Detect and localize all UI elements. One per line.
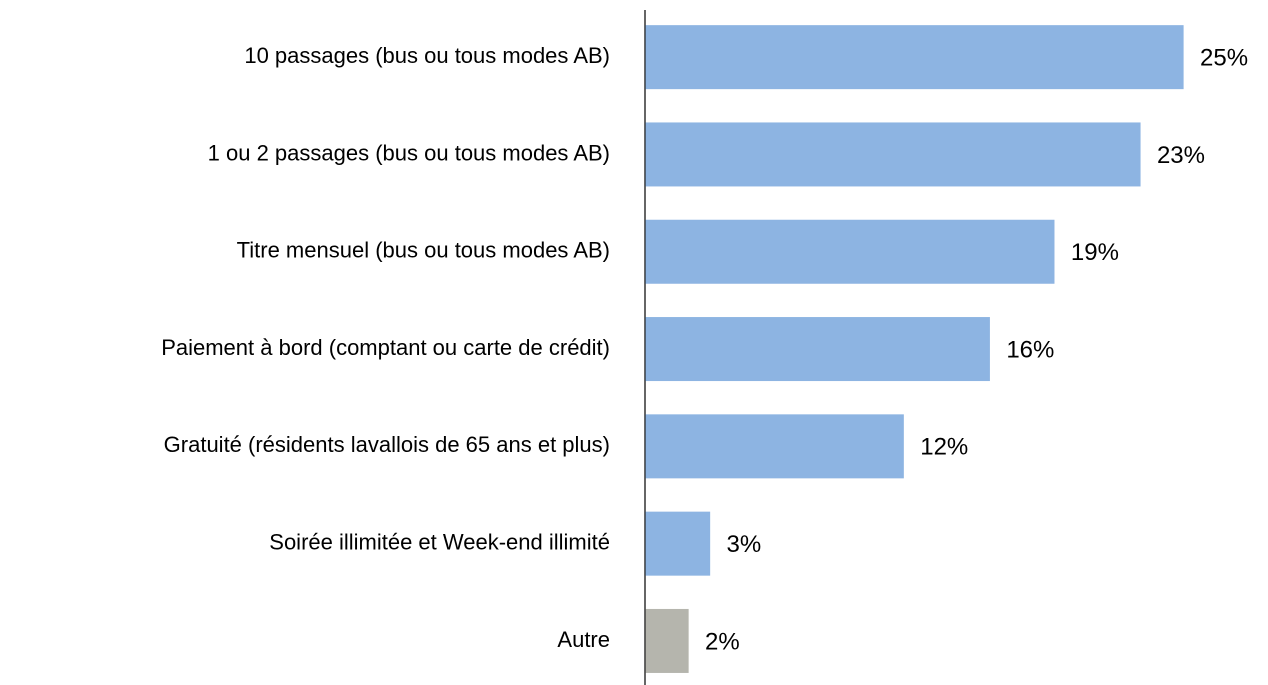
bar <box>645 317 990 382</box>
bar <box>645 122 1141 187</box>
value-label: 3% <box>727 531 762 558</box>
bar <box>645 414 904 479</box>
category-label: 1 ou 2 passages (bus ou tous modes AB) <box>208 140 610 165</box>
value-label: 23% <box>1157 142 1205 169</box>
bar <box>645 511 711 576</box>
category-label: Paiement à bord (comptant ou carte de cr… <box>161 335 610 360</box>
category-label: Autre <box>557 627 610 652</box>
value-label: 2% <box>705 628 740 655</box>
category-label: 10 passages (bus ou tous modes AB) <box>244 43 610 68</box>
category-label: Soirée illimitée et Week-end illimité <box>269 529 610 554</box>
value-label: 16% <box>1006 336 1054 363</box>
bar <box>645 219 1055 284</box>
bar <box>645 25 1184 90</box>
category-label: Titre mensuel (bus ou tous modes AB) <box>237 238 610 263</box>
value-label: 19% <box>1071 239 1119 266</box>
value-label: 12% <box>920 434 968 461</box>
bar <box>645 608 689 673</box>
category-label: Gratuité (résidents lavallois de 65 ans … <box>164 432 610 457</box>
value-label: 25% <box>1200 44 1248 71</box>
